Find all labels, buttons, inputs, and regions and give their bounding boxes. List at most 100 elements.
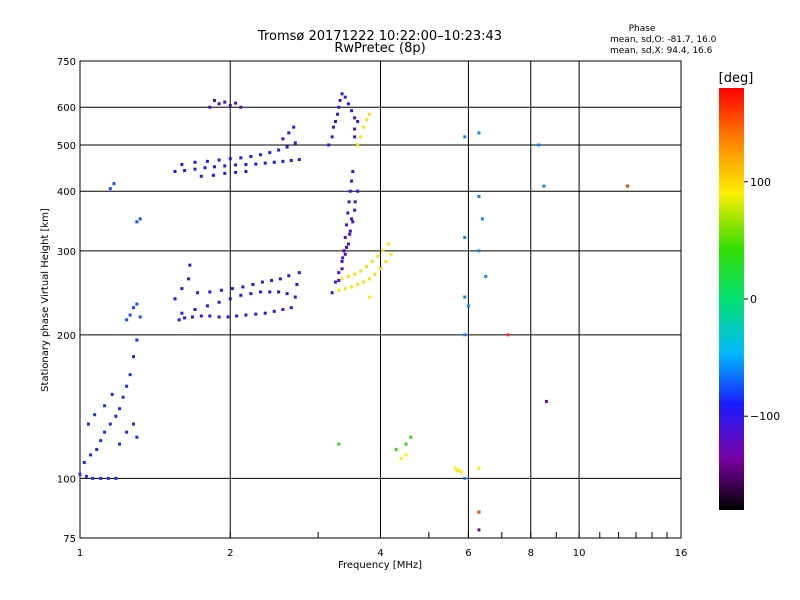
data-point [459,470,463,474]
data-point [263,311,267,315]
data-point [337,271,341,275]
data-point [463,235,467,239]
phase-stats-title: Phase [629,24,656,34]
y-tick-label: 200 [57,331,76,342]
data-point [353,272,357,276]
data-point [89,453,93,457]
data-point [135,302,139,306]
data-point [362,125,366,129]
data-point [78,472,82,476]
data-point [132,422,136,426]
data-point [343,287,347,291]
data-point [87,422,91,426]
data-point [463,333,467,337]
y-axis-ticks: 75 100 200 300 400 500 600 750 [57,57,76,545]
data-point [399,457,403,461]
data-point [239,156,243,160]
data-point [173,297,177,301]
data-point [199,314,203,318]
data-point [330,135,334,139]
data-point [277,148,281,152]
data-point [82,460,86,464]
data-point [223,171,227,175]
x-tick-label: 1 [77,548,83,559]
y-tick-label: 400 [57,187,76,198]
data-point [346,275,350,279]
data-point [333,280,337,284]
data-point [351,220,355,224]
data-point [125,430,129,434]
data-point [254,312,258,316]
data-point [259,153,263,157]
data-point [477,466,481,470]
data-point [338,98,342,102]
data-point [477,249,481,253]
data-point [342,249,346,253]
x-tick-label: 4 [377,548,383,559]
data-point [340,259,344,263]
data-point [95,447,99,451]
chart-subtitle: RwPretec (8p) [334,41,425,56]
data-point [293,141,297,145]
data-point [348,189,352,193]
x-tick-label: 6 [465,548,471,559]
data-point [356,143,360,147]
x-tick-label: 16 [675,548,688,559]
x-axis-label: Frequency [MHz] [338,560,422,571]
data-point [108,187,112,191]
data-point [384,259,388,263]
data-point [365,265,369,269]
data-point [343,235,347,239]
data-point [135,338,139,342]
data-point [177,318,181,322]
data-point [223,100,227,104]
data-point [268,290,272,294]
data-point [183,169,187,173]
data-point [542,184,546,188]
data-point [340,267,344,271]
x-tick-label: 8 [528,548,534,559]
data-point [381,249,385,253]
data-point [235,314,239,318]
y-tick-label: 600 [57,103,76,114]
data-point [544,399,548,403]
data-point [359,135,363,139]
data-point [281,137,285,141]
data-point [260,280,264,284]
data-point [346,102,350,106]
data-point [108,422,112,426]
data-point [183,316,187,320]
data-point [263,161,267,165]
data-point [463,476,467,480]
data-point [84,474,88,478]
data-point [293,295,297,299]
data-point [244,163,248,167]
data-point [199,174,203,178]
data-point [217,102,221,106]
data-point [350,109,354,113]
data-point [356,120,360,124]
data-point [343,252,347,256]
data-point [404,442,408,446]
data-point [228,104,232,108]
data-point [208,105,212,109]
data-point [205,159,209,163]
data-point [477,194,481,198]
data-point [480,217,484,221]
data-point [484,275,488,279]
data-point [409,435,413,439]
data-point [386,242,390,246]
colorbar-ticks: 100 0 −100 [744,176,780,423]
data-point [241,285,245,289]
data-point [226,315,230,319]
data-point [389,252,393,256]
data-point [244,313,248,317]
data-point [341,256,345,260]
data-point [297,271,301,275]
grid-lines [80,61,681,538]
data-point [230,287,234,291]
data-point [121,395,125,399]
data-point [335,112,339,116]
data-point [287,274,291,278]
